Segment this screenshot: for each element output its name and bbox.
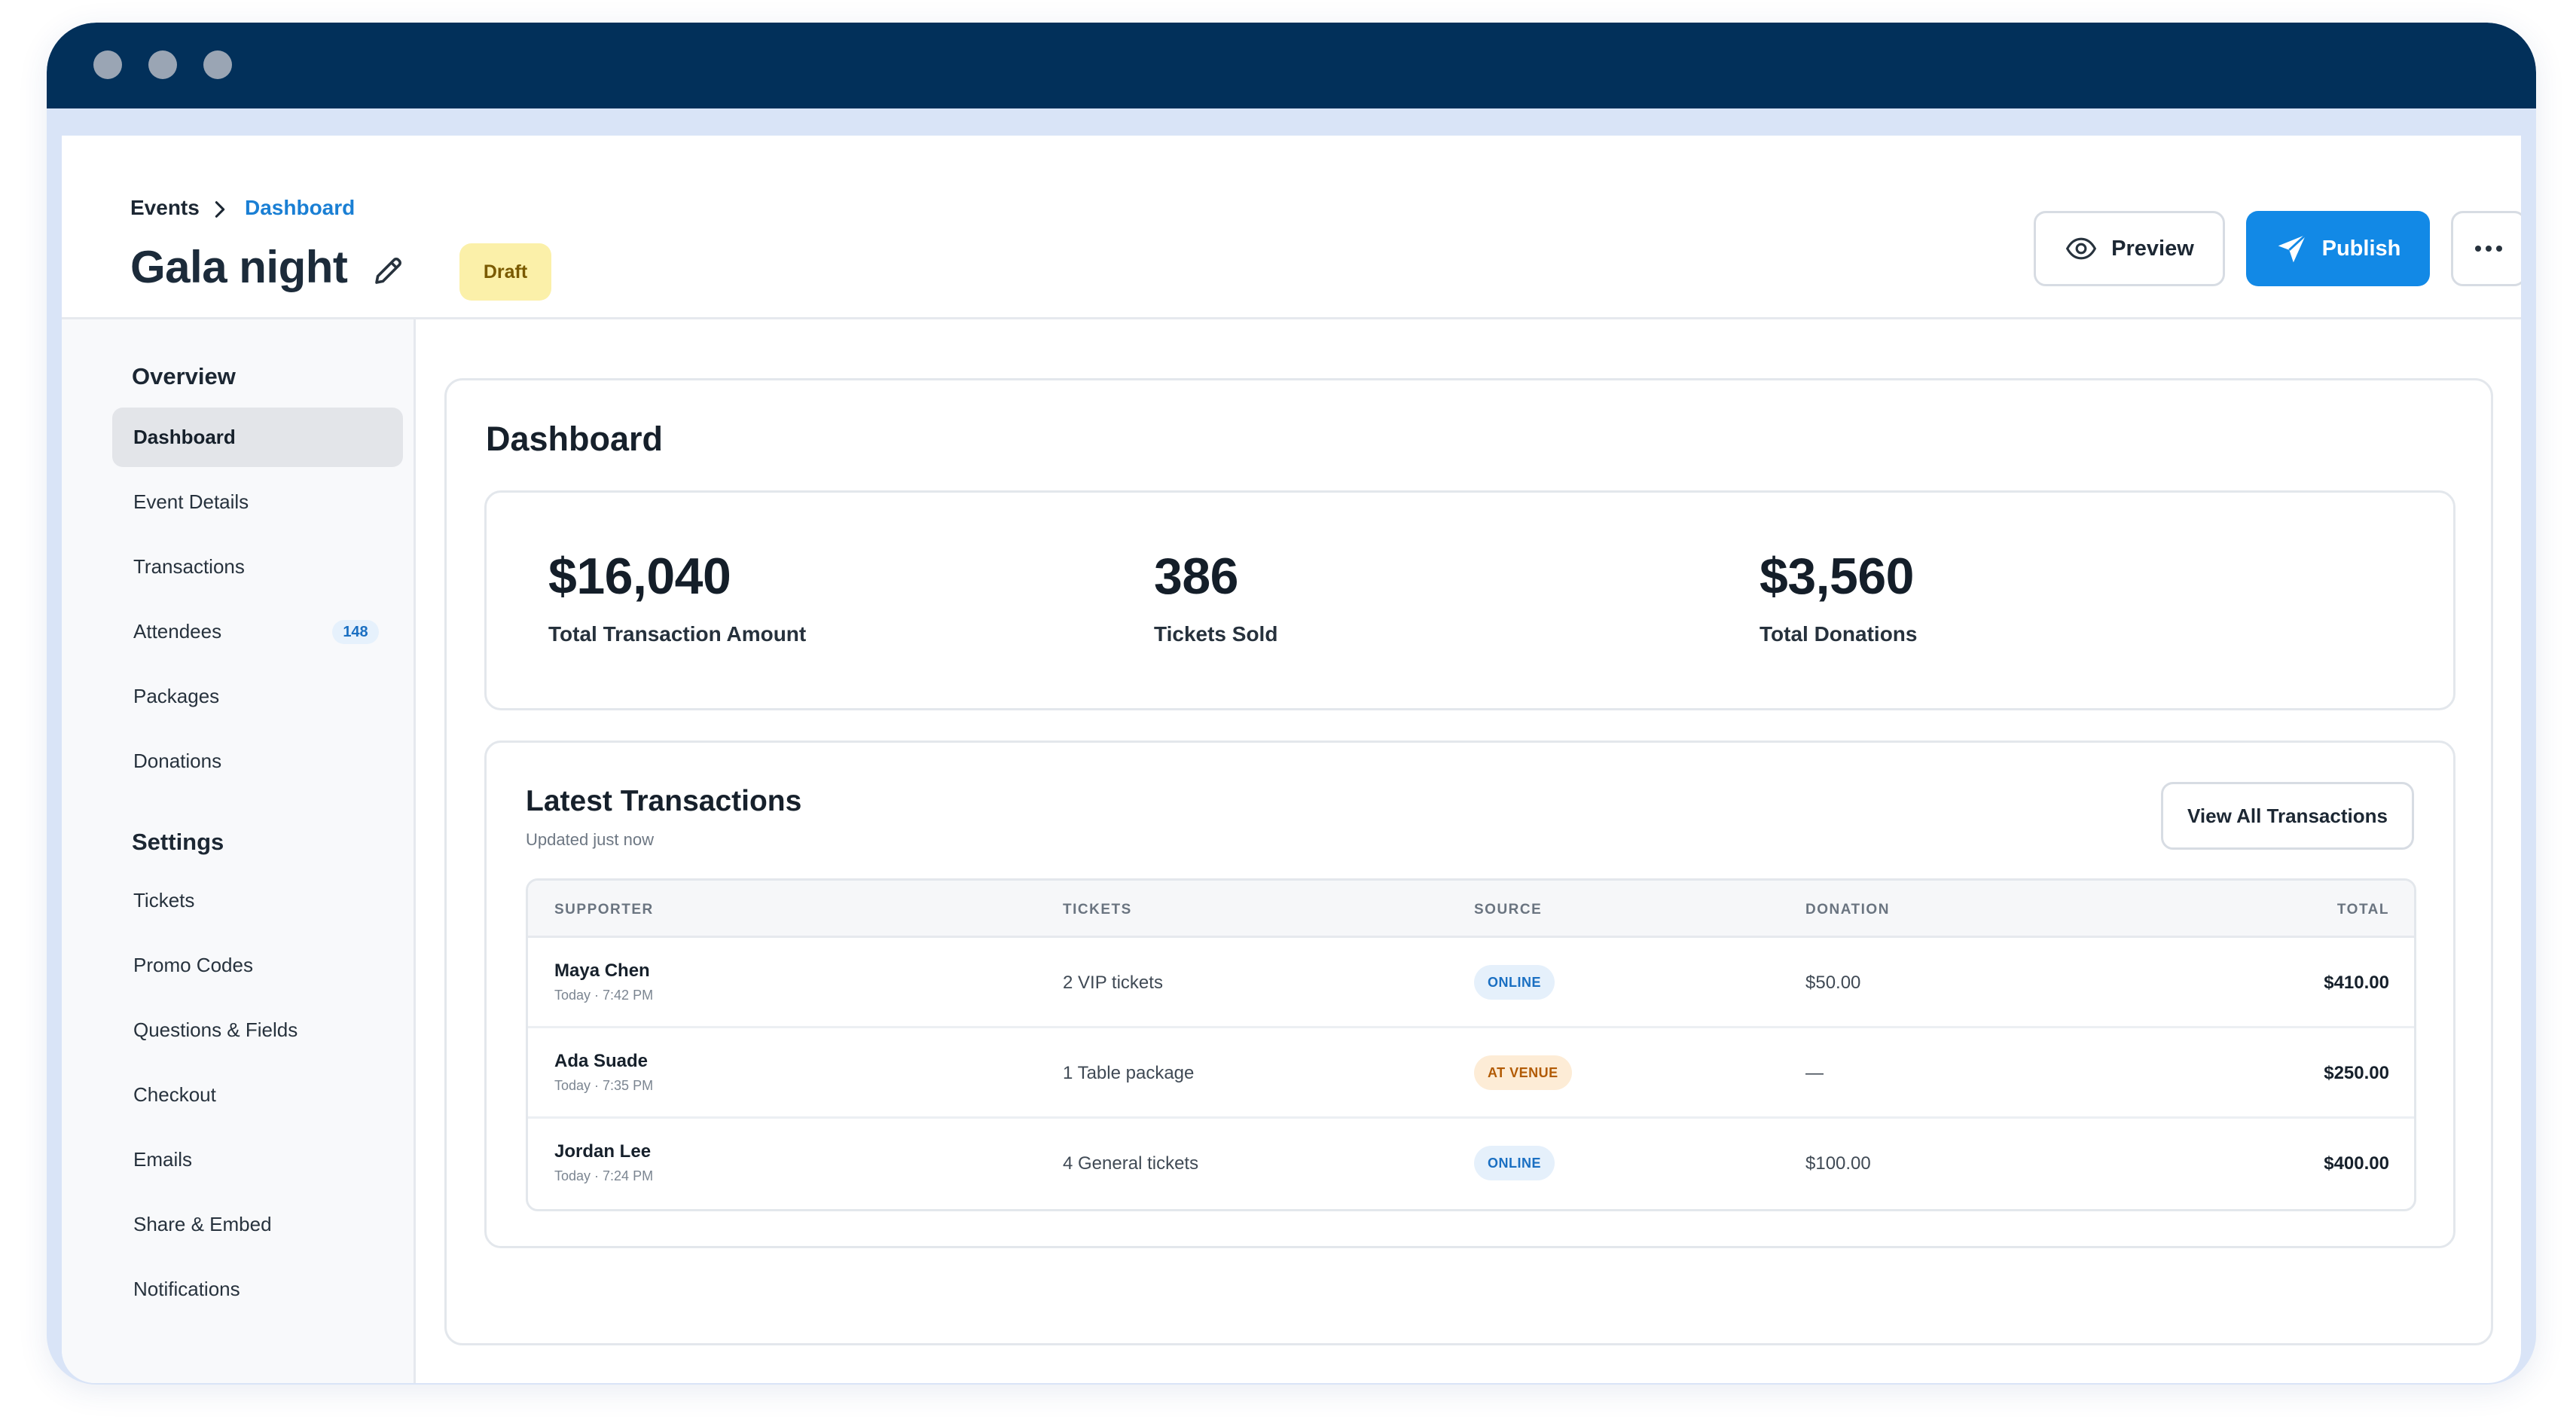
table-row[interactable]: Maya Chen Today · 7:42 PM 2 VIP tickets … — [528, 938, 2414, 1028]
window-minimize-dot[interactable] — [148, 50, 177, 79]
sidebar-section-overview: Overview — [132, 363, 236, 389]
donation-cell: — — [1805, 1063, 1824, 1083]
table-row[interactable]: Ada Suade Today · 7:35 PM 1 Table packag… — [528, 1028, 2414, 1119]
latest-transactions-updated: Updated just now — [526, 830, 654, 849]
column-header-total[interactable]: TOTAL — [2336, 902, 2389, 918]
latest-transactions-card: Latest Transactions Updated just now Vie… — [484, 740, 2455, 1248]
stat-total-donations-value: $3,560 — [1760, 548, 1914, 605]
more-options-button[interactable] — [2451, 211, 2521, 286]
eye-icon — [2066, 237, 2097, 260]
total-cell: $400.00 — [2324, 1153, 2389, 1174]
sidebar-item-tickets[interactable]: Tickets — [112, 871, 403, 930]
view-all-transactions-button[interactable]: View All Transactions — [2161, 782, 2414, 850]
sidebar-item-checkout[interactable]: Checkout — [112, 1065, 403, 1125]
sidebar-item-label: Promo Codes — [133, 954, 253, 976]
latest-transactions-title: Latest Transactions — [526, 785, 802, 817]
send-icon — [2278, 234, 2306, 263]
sidebar-item-label: Notifications — [133, 1278, 240, 1300]
source-badge: ONLINE — [1474, 1146, 1555, 1180]
window-close-dot[interactable] — [93, 50, 122, 79]
donation-cell: $50.00 — [1805, 973, 1861, 993]
transaction-time: Today · 7:35 PM — [554, 1078, 654, 1093]
source-badge: AT VENUE — [1474, 1055, 1572, 1090]
page-header: Events Dashboard Gala night Draft Previe… — [62, 136, 2521, 319]
sidebar-item-label: Share & Embed — [133, 1213, 272, 1235]
dashboard-title: Dashboard — [486, 420, 664, 458]
preview-button[interactable]: Preview — [2034, 211, 2225, 286]
column-header-donation[interactable]: DONATION — [1805, 902, 1890, 918]
column-header-supporter[interactable]: SUPPORTER — [554, 902, 654, 918]
sidebar-item-notifications[interactable]: Notifications — [112, 1260, 403, 1319]
tickets-cell: 2 VIP tickets — [1063, 973, 1163, 993]
sidebar-item-packages[interactable]: Packages — [112, 667, 403, 726]
supporter-name: Ada Suade — [554, 1051, 649, 1071]
sidebar-item-share-embed[interactable]: Share & Embed — [112, 1195, 403, 1254]
sidebar-item-label: Packages — [133, 685, 220, 707]
sidebar-item-label: Transactions — [133, 555, 245, 578]
sidebar-item-label: Emails — [133, 1148, 193, 1171]
total-cell: $250.00 — [2324, 1063, 2389, 1083]
sidebar-item-label: Checkout — [133, 1083, 216, 1106]
sidebar: Overview Dashboard Event Details Transac… — [62, 319, 416, 1383]
sidebar-section-settings: Settings — [132, 829, 224, 855]
sidebar-item-label: Attendees — [133, 620, 222, 643]
sidebar-item-label: Event Details — [133, 490, 249, 513]
source-badge: ONLINE — [1474, 965, 1555, 1000]
status-badge: Draft — [459, 243, 551, 301]
publish-button-label: Publish — [2321, 236, 2401, 261]
sidebar-item-label: Questions & Fields — [133, 1018, 298, 1041]
column-header-tickets[interactable]: TICKETS — [1063, 902, 1132, 918]
sidebar-item-label: Dashboard — [133, 426, 236, 448]
sidebar-item-questions-fields[interactable]: Questions & Fields — [112, 1000, 403, 1060]
sidebar-item-dashboard[interactable]: Dashboard — [112, 408, 403, 467]
sidebar-item-label: Tickets — [133, 889, 195, 911]
dashboard-panel: Dashboard $16,040 Total Transaction Amou… — [444, 378, 2493, 1345]
transaction-time: Today · 7:24 PM — [554, 1168, 654, 1183]
table-row[interactable]: Jordan Lee Today · 7:24 PM 4 General tic… — [528, 1119, 2414, 1209]
sidebar-item-promo-codes[interactable]: Promo Codes — [112, 936, 403, 995]
app-container: Events Dashboard Gala night Draft Previe… — [62, 136, 2521, 1383]
publish-button[interactable]: Publish — [2246, 211, 2430, 286]
sidebar-item-transactions[interactable]: Transactions — [112, 537, 403, 597]
sidebar-item-emails[interactable]: Emails — [112, 1130, 403, 1189]
tickets-cell: 1 Table package — [1063, 1063, 1195, 1083]
supporter-name: Jordan Lee — [554, 1141, 652, 1162]
stat-total-donations-label: Total Donations — [1760, 622, 1918, 646]
attendees-count-badge: 148 — [332, 620, 379, 644]
donation-cell: $100.00 — [1805, 1153, 1871, 1174]
pencil-icon[interactable] — [371, 252, 407, 289]
page-title: Gala night — [130, 242, 348, 292]
window-maximize-dot[interactable] — [203, 50, 232, 79]
tickets-cell: 4 General tickets — [1063, 1153, 1199, 1174]
total-cell: $410.00 — [2324, 973, 2389, 993]
preview-button-label: Preview — [2111, 236, 2194, 261]
browser-window: Events Dashboard Gala night Draft Previe… — [47, 23, 2536, 1385]
sidebar-item-attendees[interactable]: Attendees 148 — [112, 602, 403, 661]
stat-total-transaction-amount-label: Total Transaction Amount — [548, 622, 807, 646]
more-horizontal-icon — [2475, 246, 2502, 252]
stat-total-transaction-amount-value: $16,040 — [548, 548, 731, 605]
supporter-name: Maya Chen — [554, 960, 650, 981]
stats-card: $16,040 Total Transaction Amount 386 Tic… — [484, 490, 2455, 710]
transaction-time: Today · 7:42 PM — [554, 988, 654, 1003]
window-titlebar — [47, 23, 2536, 108]
column-header-source[interactable]: SOURCE — [1474, 902, 1543, 918]
stat-tickets-sold-label: Tickets Sold — [1154, 622, 1278, 646]
transactions-table: SUPPORTER TICKETS SOURCE DONATION TOTAL … — [526, 878, 2416, 1211]
stat-tickets-sold-value: 386 — [1154, 548, 1238, 605]
breadcrumb-events[interactable]: Events — [130, 196, 200, 219]
table-header: SUPPORTER TICKETS SOURCE DONATION TOTAL — [528, 881, 2414, 938]
sidebar-item-donations[interactable]: Donations — [112, 731, 403, 791]
breadcrumb-dashboard[interactable]: Dashboard — [245, 196, 356, 219]
chevron-right-icon — [215, 201, 225, 218]
sidebar-item-event-details[interactable]: Event Details — [112, 472, 403, 532]
sidebar-item-label: Donations — [133, 750, 222, 772]
